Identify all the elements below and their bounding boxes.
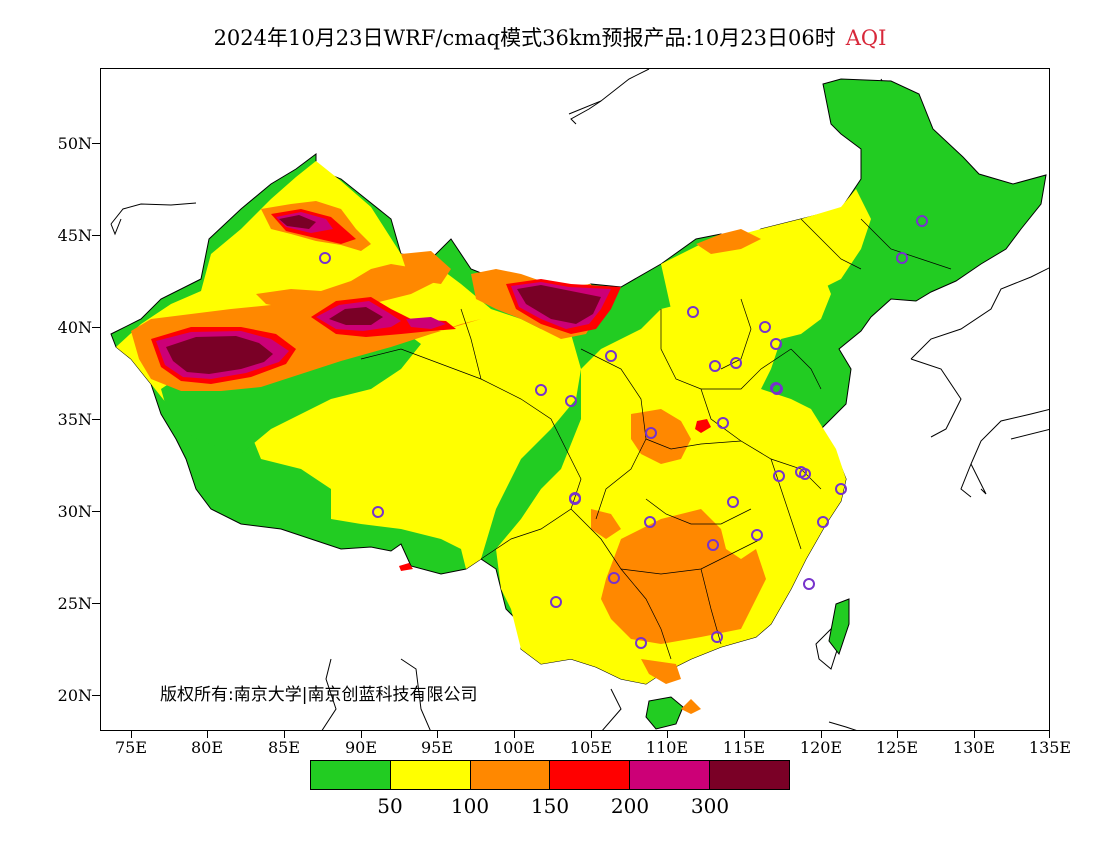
legend-label: 50 — [377, 794, 403, 818]
station-marker — [711, 631, 723, 643]
region-taiwan — [828, 598, 850, 656]
x-tick-label: 85E — [267, 738, 301, 757]
x-tick-label: 130E — [952, 738, 996, 757]
station-marker — [730, 357, 742, 369]
aqi-map — [110, 69, 1049, 730]
y-tick — [92, 695, 100, 696]
x-tick — [361, 731, 362, 738]
y-tick — [92, 511, 100, 512]
station-marker — [817, 516, 829, 528]
title-variable: AQI — [845, 26, 887, 50]
legend-swatch-hazardous — [710, 761, 789, 789]
x-tick — [667, 731, 668, 738]
x-tick-label: 135E — [1028, 738, 1072, 757]
station-marker — [319, 252, 331, 264]
station-markers — [319, 215, 928, 649]
x-tick — [897, 731, 898, 738]
x-tick — [591, 731, 592, 738]
title-main: 2024年10月23日WRF/cmaq模式36km预报产品:10月23日06时 — [213, 26, 836, 50]
y-tick — [92, 603, 100, 604]
station-marker — [803, 578, 815, 590]
x-tick-label: 75E — [114, 738, 148, 757]
station-marker — [565, 395, 577, 407]
map-title: 2024年10月23日WRF/cmaq模式36km预报产品:10月23日06时 A… — [0, 22, 1100, 52]
station-marker — [896, 252, 908, 264]
color-legend-bar — [310, 760, 790, 790]
station-marker — [770, 338, 782, 350]
station-marker — [687, 306, 699, 318]
x-tick-label: 80E — [190, 738, 224, 757]
y-tick-label: 20N — [57, 686, 92, 705]
region-unhealthy — [151, 209, 711, 571]
y-tick-label: 25N — [57, 594, 92, 613]
station-marker — [550, 596, 562, 608]
y-tick — [92, 235, 100, 236]
station-marker — [799, 468, 811, 480]
x-tick — [1049, 731, 1050, 738]
y-tick — [92, 143, 100, 144]
x-tick — [744, 731, 745, 738]
x-tick-label: 105E — [569, 738, 613, 757]
y-tick-label: 40N — [57, 318, 92, 337]
station-marker — [608, 572, 620, 584]
x-tick-label: 100E — [492, 738, 536, 757]
station-marker — [535, 384, 547, 396]
station-marker — [569, 492, 581, 504]
station-marker — [709, 360, 721, 372]
legend-label: 200 — [610, 794, 650, 818]
legend-label: 150 — [530, 794, 570, 818]
station-marker — [759, 321, 771, 333]
x-tick — [821, 731, 822, 738]
y-tick-label: 50N — [57, 134, 92, 153]
x-tick — [437, 731, 438, 738]
x-tick — [974, 731, 975, 738]
station-marker — [645, 427, 657, 439]
legend-swatch-unhealthy — [550, 761, 631, 789]
x-tick — [514, 731, 515, 738]
x-tick-label: 90E — [344, 738, 378, 757]
legend-swatch-moderate — [390, 761, 471, 789]
station-marker — [835, 483, 847, 495]
y-tick-label: 30N — [57, 502, 92, 521]
legend-swatch-very-unhealthy — [630, 761, 711, 789]
station-marker — [635, 637, 647, 649]
station-marker — [717, 417, 729, 429]
x-tick-label: 120E — [799, 738, 843, 757]
region-hainan — [645, 696, 684, 730]
x-tick-label: 110E — [645, 738, 689, 757]
station-marker — [644, 516, 656, 528]
station-marker — [916, 215, 928, 227]
legend-label: 300 — [690, 794, 730, 818]
x-tick-label: 115E — [722, 738, 766, 757]
x-tick — [284, 731, 285, 738]
y-tick — [92, 327, 100, 328]
station-marker — [771, 383, 783, 395]
legend-label: 100 — [450, 794, 490, 818]
y-tick-label: 45N — [57, 226, 92, 245]
station-marker — [773, 470, 785, 482]
y-tick — [92, 419, 100, 420]
station-marker — [372, 506, 384, 518]
legend-swatch-sensitive — [470, 761, 551, 789]
legend-swatch-good — [311, 761, 391, 789]
x-tick — [207, 731, 208, 738]
map-panel — [100, 68, 1050, 731]
x-tick-label: 95E — [420, 738, 454, 757]
station-marker — [751, 529, 763, 541]
x-tick-label: 125E — [875, 738, 919, 757]
station-marker — [605, 350, 617, 362]
y-tick-label: 35N — [57, 410, 92, 429]
station-marker — [727, 496, 739, 508]
station-marker — [707, 539, 719, 551]
x-tick — [131, 731, 132, 738]
copyright-text: 版权所有:南京大学|南京创蓝科技有限公司 — [160, 685, 478, 705]
